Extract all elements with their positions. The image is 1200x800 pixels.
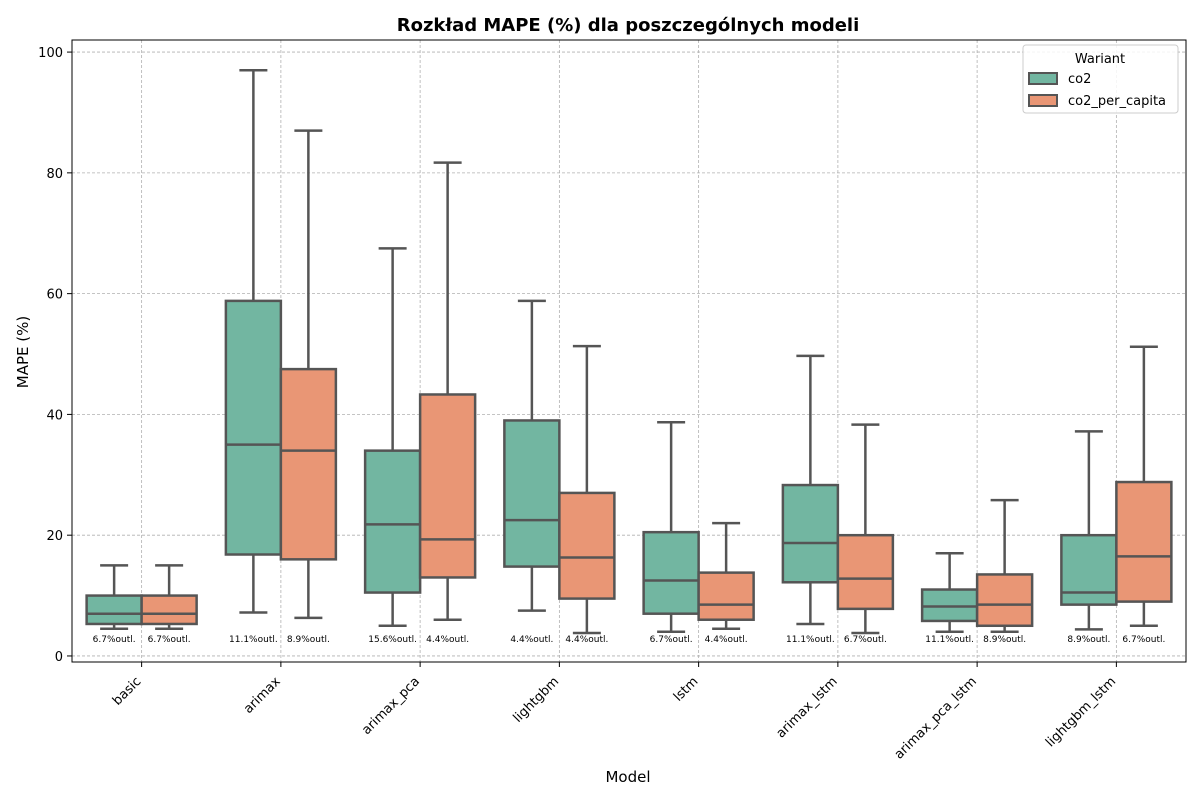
outlier-label: 6.7%outl. [148, 635, 191, 645]
legend-title: Wariant [1075, 52, 1125, 67]
box-body [836, 533, 895, 611]
box-body [363, 449, 422, 594]
outlier-label: 8.9%outl. [1067, 635, 1110, 645]
outlier-label: 6.7%outl. [1122, 635, 1165, 645]
outlier-label: 6.7%outl. [844, 635, 887, 645]
box-body [558, 491, 616, 600]
box-lightgbm_lstm-co2: 8.9%outl. [1060, 430, 1118, 645]
x-tick-label: lstm [671, 674, 702, 705]
outlier-label: 4.4%outl. [565, 635, 608, 645]
legend-swatch-co2-per-capita [1028, 94, 1058, 107]
legend-swatch-co2 [1028, 72, 1058, 85]
tick-layer: 0 20 40 60 80 100 basic arimax arimax_pca lightgb… [38, 46, 1119, 762]
y-tick-label: 80 [46, 167, 63, 182]
box-body [975, 573, 1034, 628]
x-tick-label: basic [110, 674, 144, 708]
outlier-label: 4.4%outl. [426, 635, 469, 645]
x-tick-label: arimax [241, 674, 284, 717]
box-lightgbm-co2: 4.4%outl. [503, 299, 561, 645]
y-axis-label: MAPE (%) [14, 316, 32, 388]
y-tick-label: 20 [46, 529, 63, 544]
outlier-label: 4.4%outl. [705, 635, 748, 645]
box-basic-co2_per_capita: 6.7%outl. [140, 564, 198, 645]
x-tick-label: arimax_pca_lstm [892, 674, 980, 762]
box-lstm-co2_per_capita: 4.4%outl. [697, 521, 755, 645]
outlier-label: 15.6%outl. [368, 635, 417, 645]
box-body [642, 530, 700, 615]
outlier-label: 11.1%outl. [229, 635, 278, 645]
outlier-label: 6.7%outl. [650, 635, 693, 645]
box-body [1060, 533, 1118, 606]
box-lightgbm_lstm-co2_per_capita: 6.7%outl. [1115, 345, 1173, 645]
box-arimax_pca_lstm-co2_per_capita: 8.9%outl. [975, 498, 1034, 645]
box-arimax_pca-co2: 15.6%outl. [363, 247, 422, 645]
legend-frame [1022, 44, 1179, 114]
box-body [1115, 480, 1173, 603]
outlier-label: 8.9%outl. [983, 635, 1026, 645]
box-lightgbm-co2_per_capita: 4.4%outl. [558, 344, 616, 645]
box-arimax_pca_lstm-co2: 11.1%outl. [920, 552, 979, 645]
x-tick-label: arimax_pca [359, 674, 423, 738]
outlier-label: 4.4%outl. [510, 635, 553, 645]
box-body [418, 393, 477, 579]
box-body [85, 594, 143, 626]
box-arimax_pca-co2_per_capita: 4.4%outl. [418, 161, 477, 645]
box-body [697, 571, 755, 621]
x-tick-label: lightgbm [511, 674, 563, 726]
legend: Wariant co2 co2_per_capita [1022, 44, 1179, 114]
box-lstm-co2: 6.7%outl. [642, 421, 700, 645]
outlier-label: 8.9%outl. [287, 635, 330, 645]
outlier-label: 11.1%outl. [925, 635, 974, 645]
x-axis-label: Model [605, 768, 650, 786]
x-tick-label: arimax_lstm [774, 674, 841, 741]
y-tick-label: 100 [38, 46, 63, 61]
y-tick-label: 40 [46, 408, 63, 423]
box-body [503, 419, 561, 568]
box-body [140, 594, 198, 626]
y-tick-label: 60 [46, 288, 63, 303]
chart-title: Rozkład MAPE (%) dla poszczególnych mode… [397, 15, 860, 36]
x-tick-label: lightgbm_lstm [1043, 674, 1119, 750]
y-tick-label: 0 [55, 650, 63, 665]
outlier-label: 11.1%outl. [786, 635, 835, 645]
box-body [224, 299, 283, 556]
box-layer: 6.7%outl. 11.1%outl. 15.6%outl. 4.4%outl. 6.… [85, 68, 1173, 645]
box-arimax-co2_per_capita: 8.9%outl. [279, 129, 338, 645]
box-body [279, 367, 338, 561]
plot-frame [71, 39, 1187, 663]
box-basic-co2: 6.7%outl. [85, 564, 143, 645]
box-arimax-co2: 11.1%outl. [224, 68, 283, 645]
box-arimax_lstm-co2_per_capita: 6.7%outl. [836, 423, 895, 645]
legend-label-co2-per-capita: co2_per_capita [1068, 94, 1166, 109]
legend-label-co2: co2 [1068, 72, 1091, 87]
box-body [781, 483, 840, 584]
outlier-label: 6.7%outl. [93, 635, 136, 645]
box-arimax_lstm-co2: 11.1%outl. [781, 354, 840, 645]
